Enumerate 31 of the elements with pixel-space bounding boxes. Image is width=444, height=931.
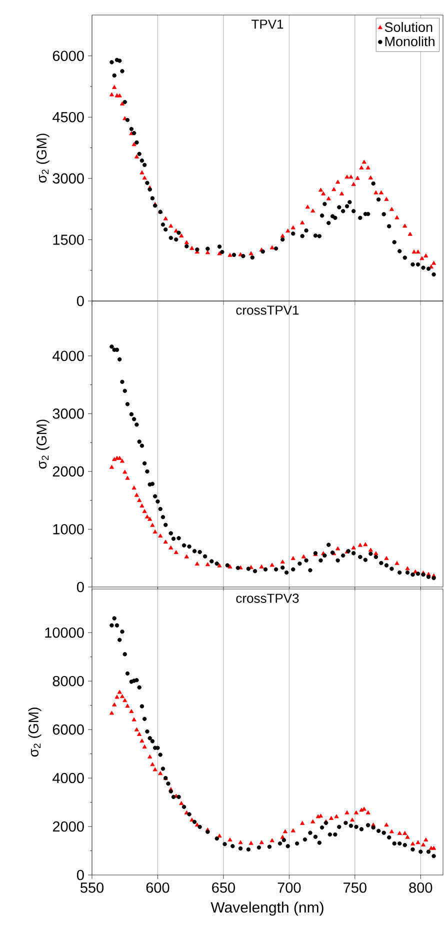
x-tick-label: 700 [278,882,301,893]
chart-title: crossTPV1 [236,306,299,315]
legend-label: Solution [384,22,432,32]
y-tick-label: 4000 [52,350,84,362]
y-tick-label: 4000 [52,772,84,784]
chart-title: crossTPV3 [236,594,299,603]
y-tick-label: 0 [76,870,84,880]
y-axis-title: σ$_{2}$ (GM) [36,134,50,183]
x-tick-label: 550 [80,882,104,893]
y-tick-label: 6000 [52,50,84,62]
chart-title: TPV1 [252,20,284,29]
x-tick-label: 650 [212,882,235,893]
x-axis-title: Wavelength (nm) [210,902,324,916]
y-tick-label: 10000 [45,627,84,638]
y-tick-label: 2000 [52,466,84,477]
y-tick-label: 0 [76,582,84,592]
x-tick-label: 600 [146,882,170,893]
x-tick-label: 750 [344,882,366,893]
y-tick-label: 4500 [52,112,84,122]
x-tick-label: 800 [409,882,432,893]
y-axis-title: σ$_{2}$ (GM) [28,708,42,757]
y-tick-label: 6000 [52,724,84,735]
y-tick-label: 0 [76,296,84,306]
y-tick-label: 8000 [52,676,84,686]
y-tick-label: 2000 [52,821,84,832]
y-tick-label: 1500 [53,234,84,245]
y-tick-label: 1000 [53,524,84,534]
legend-label: Monolith [385,36,434,46]
y-tick-label: 3000 [52,408,84,419]
y-tick-label: 3000 [52,173,84,184]
y-axis-title: σ$_{2}$ (GM) [36,420,50,469]
